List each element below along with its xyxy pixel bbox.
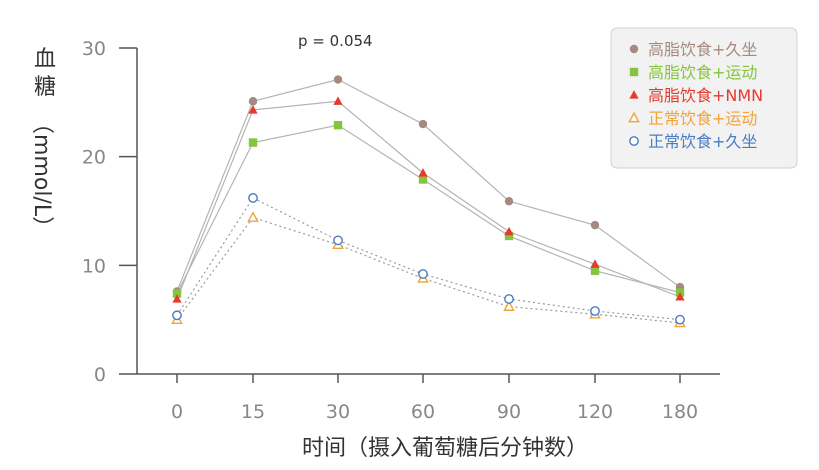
data-point: [590, 220, 600, 230]
x-axis-title: 时间（摄入葡萄糖后分钟数）: [302, 436, 588, 461]
data-point: [504, 197, 514, 206]
data-point: [248, 138, 258, 147]
data-point: [418, 269, 428, 279]
data-point: [675, 292, 685, 301]
data-point: [333, 75, 343, 84]
series-line: [176, 216, 681, 324]
data-point: [248, 97, 258, 106]
data-point: [590, 306, 600, 316]
x-tick-label: 0: [171, 401, 183, 423]
data-point: [172, 310, 182, 321]
data-point: [333, 235, 343, 246]
data-point: [247, 211, 259, 222]
data-point: [248, 193, 258, 203]
series-markers: [171, 75, 686, 328]
legend-label: 正常饮食+运动: [648, 109, 757, 128]
data-point: [590, 266, 600, 275]
data-point: [172, 289, 182, 298]
y-tick-label: 20: [82, 147, 106, 169]
data-point: [675, 314, 685, 325]
y-tick-label: 30: [82, 38, 106, 60]
data-point: [248, 105, 258, 114]
data-point: [418, 168, 428, 177]
data-point: [333, 120, 343, 130]
x-tick-label: 60: [411, 401, 435, 423]
legend-label: 高脂饮食+运动: [648, 63, 757, 82]
p-value-annotation: p = 0.054: [298, 32, 373, 50]
data-point: [504, 226, 514, 236]
legend-marker: [629, 136, 639, 146]
legend-label: 正常饮食+久坐: [648, 132, 757, 151]
data-point: [503, 300, 515, 311]
legend-marker: [629, 90, 639, 99]
data-point: [418, 119, 428, 129]
axes: [136, 48, 720, 375]
x-tick-label: 120: [577, 401, 613, 423]
y-tick-label: 10: [82, 255, 106, 277]
x-tick-label: 90: [497, 401, 521, 423]
x-tick-label: 30: [326, 401, 350, 423]
legend-box: [610, 27, 798, 169]
data-point: [172, 294, 182, 303]
data-point: [504, 294, 514, 304]
data-point: [418, 175, 428, 184]
y-axis-title-char: 血: [34, 47, 56, 72]
legend-marker: [629, 67, 639, 77]
y-axis-title: 血糖 （mmol/L）: [29, 47, 56, 238]
y-axis-title-unit: （mmol/L）: [29, 112, 54, 238]
legend-label: 高脂饮食+NMN: [648, 86, 763, 105]
x-tick-label: 180: [662, 401, 698, 423]
data-point: [590, 259, 600, 268]
data-point: [504, 231, 514, 241]
y-axis-title-char: 糖: [34, 75, 56, 100]
legend-marker: [628, 111, 640, 123]
x-ticks: 0 15 30 60 90 120 180: [171, 374, 698, 423]
y-ticks: 0 10 20 30: [82, 38, 137, 386]
x-tick-label: 15: [241, 401, 265, 423]
legend-marker: [629, 44, 639, 54]
legend-label: 高脂饮食+久坐: [648, 40, 757, 59]
y-tick-label: 0: [94, 364, 106, 386]
data-point: [333, 96, 343, 105]
